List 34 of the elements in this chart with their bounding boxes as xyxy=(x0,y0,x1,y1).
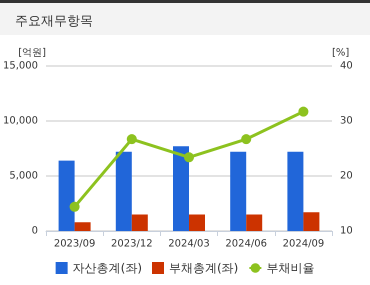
bar xyxy=(173,146,189,231)
y-axis-title: [억원] xyxy=(18,48,46,58)
y-tick-label: 5,000 xyxy=(9,170,38,182)
legend-label: 자산총계(좌) xyxy=(72,261,142,275)
y2-tick-label: 40 xyxy=(340,60,353,72)
y2-tick-label: 20 xyxy=(340,170,353,182)
y2-axis-title: [%] xyxy=(332,48,350,58)
y-tick-label: 10,000 xyxy=(3,116,38,126)
bar xyxy=(132,214,148,231)
bar xyxy=(116,152,132,231)
point xyxy=(184,152,194,162)
x-tick-label: 2024/03 xyxy=(168,238,210,250)
x-tick-label: 2023/09 xyxy=(54,238,96,250)
y-tick-label: 15,000 xyxy=(3,60,38,72)
x-tick-label: 2024/06 xyxy=(225,238,267,250)
point xyxy=(70,202,80,212)
point xyxy=(298,106,308,117)
y2-tick-label: 10 xyxy=(340,226,353,236)
legend-label: 부채비율 xyxy=(266,261,314,275)
bar xyxy=(230,152,246,231)
point xyxy=(241,134,252,144)
bar xyxy=(246,214,262,231)
y-tick-label: 0 xyxy=(32,226,38,236)
x-tick-label: 2024/09 xyxy=(282,238,324,250)
bar xyxy=(287,152,304,231)
bar xyxy=(303,212,320,231)
bar xyxy=(58,160,75,231)
x-tick-label: 2023/12 xyxy=(111,238,153,250)
point xyxy=(126,134,137,144)
legend-label: 부채총계(좌) xyxy=(169,261,238,275)
bar xyxy=(189,214,205,231)
chart-title: 주요재무항목 xyxy=(15,14,93,29)
y2-tick-label: 30 xyxy=(340,116,353,126)
bar xyxy=(74,222,91,231)
